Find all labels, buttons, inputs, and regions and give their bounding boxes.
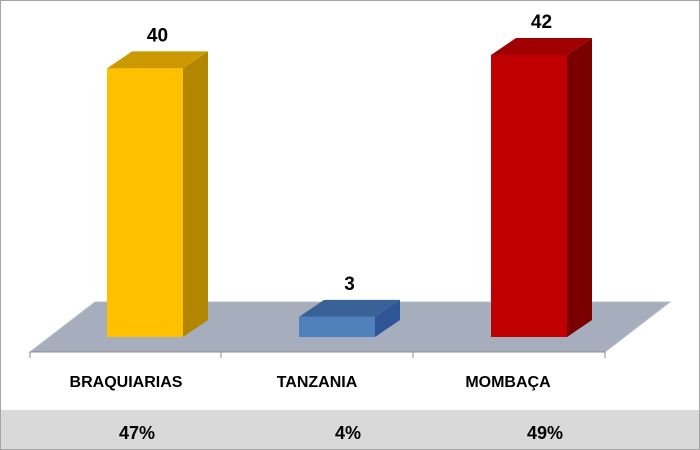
data-label: 42 — [531, 12, 552, 33]
bar-top — [491, 38, 592, 55]
bar-side — [567, 38, 592, 337]
percentage-strip — [1, 410, 699, 449]
bar-side — [375, 299, 400, 337]
percentage-label: 49% — [527, 423, 563, 443]
category-label: MOMBAÇA — [465, 374, 551, 391]
bar-top — [107, 51, 208, 69]
bar-side — [183, 51, 208, 338]
bar-top — [299, 299, 400, 317]
percentage-label: 4% — [335, 423, 361, 443]
category-label: BRAQUIARIAS — [70, 374, 183, 391]
data-label: 3 — [344, 274, 355, 295]
bar-tanzania — [299, 316, 375, 337]
bar-mombaça — [491, 55, 567, 337]
data-label: 40 — [147, 25, 168, 46]
percentage-label: 47% — [119, 423, 155, 443]
category-label: TANZANIA — [277, 374, 358, 391]
bar-braquiarias — [107, 68, 183, 337]
